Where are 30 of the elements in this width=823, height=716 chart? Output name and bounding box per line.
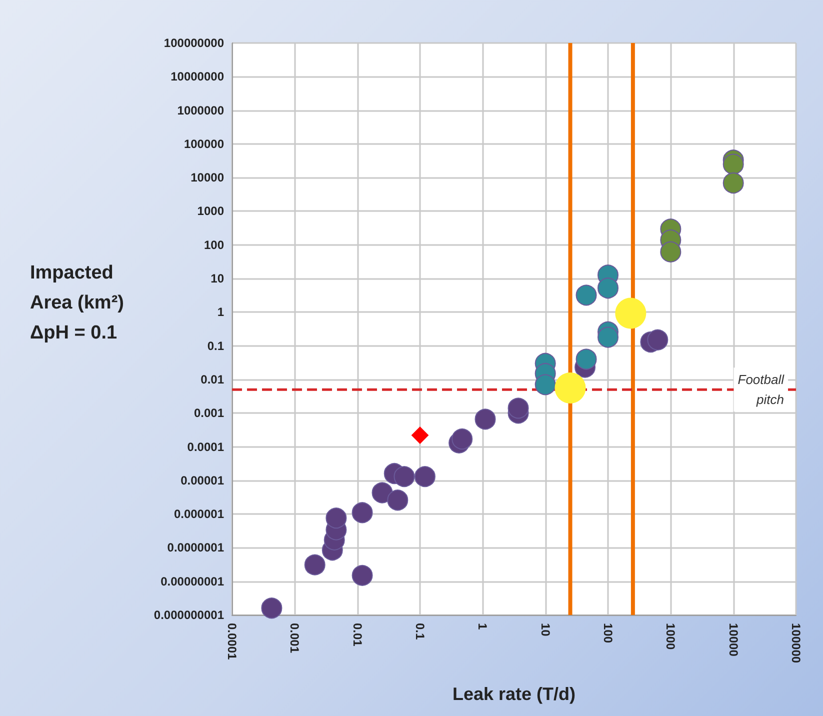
y-tick-label: 0.000001 [174,507,224,522]
y-tick-label: 0.0001 [187,440,224,454]
x-tick-label: 0.01 [350,623,364,647]
y-tick-label: 10000000 [170,70,224,84]
x-axis-title: Leak rate (T/d) [452,684,576,704]
y-tick-label: 0.00001 [180,473,224,488]
y-tick-label: 10 [210,272,224,286]
x-tick-label: 10000 [726,623,740,657]
y-tick-label: 0.001 [194,406,224,420]
x-tick-label: 0.1 [413,623,427,640]
y-tick-label: 100 [204,238,224,252]
y-tick-label: 1000 [197,204,224,218]
y-tick-label: 0.01 [200,372,224,386]
x-tick-label: 1000 [664,623,678,650]
y-tick-label: 100000000 [164,36,224,50]
x-tick-label: 10 [538,623,552,637]
y-tick-label: 0.000000001 [154,608,224,622]
y-tick-label: 100000 [184,136,224,151]
x-tick-label: 0.001 [288,623,302,654]
y-axis-title: Impacted Area (km²) ΔpH = 0.1 [30,262,124,344]
x-tick-label: 100 [601,623,615,644]
y-tick-label: 1 [217,305,224,320]
x-tick-label: 1 [476,623,490,630]
ref-line-label: Football pitch [738,372,786,408]
x-tick-label: 100000 [789,623,803,664]
y-tick-label: 10000 [190,170,224,185]
y-tick-label: 0.1 [207,338,224,353]
y-tick-label: 0.0000001 [167,540,224,555]
y-tick-label: 0.00000001 [160,574,224,588]
y-tick-label: 1000000 [177,103,224,118]
